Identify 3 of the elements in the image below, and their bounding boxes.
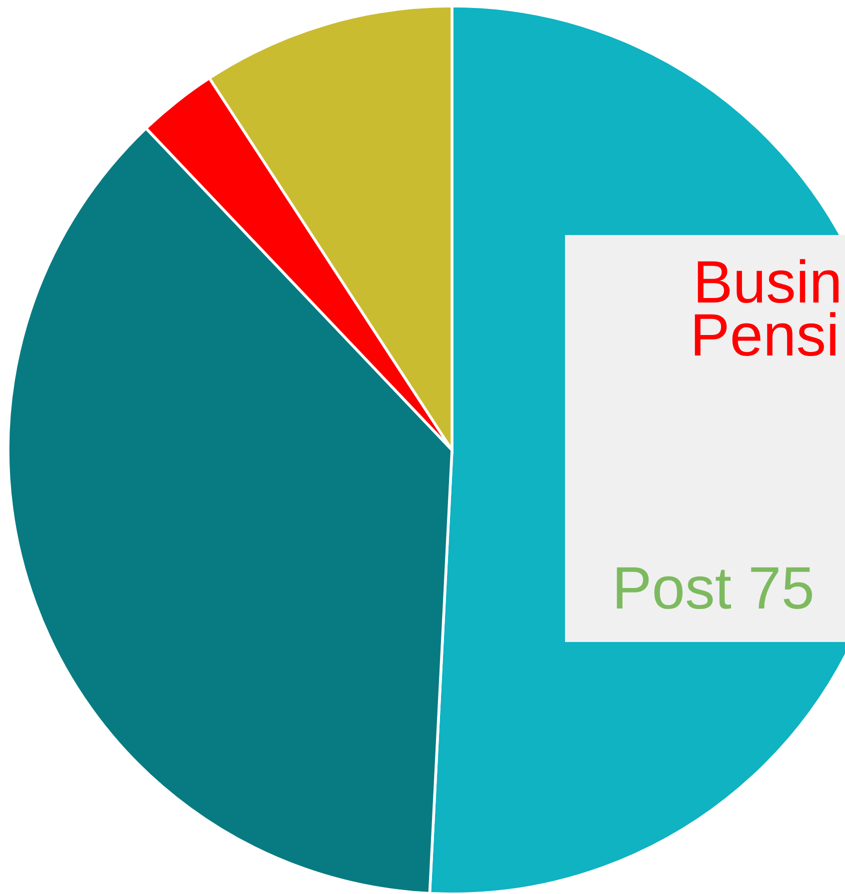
text: Busin bbox=[698, 259, 839, 304]
text: Pensi bbox=[694, 312, 836, 356]
text: Post 75 bbox=[616, 567, 812, 610]
